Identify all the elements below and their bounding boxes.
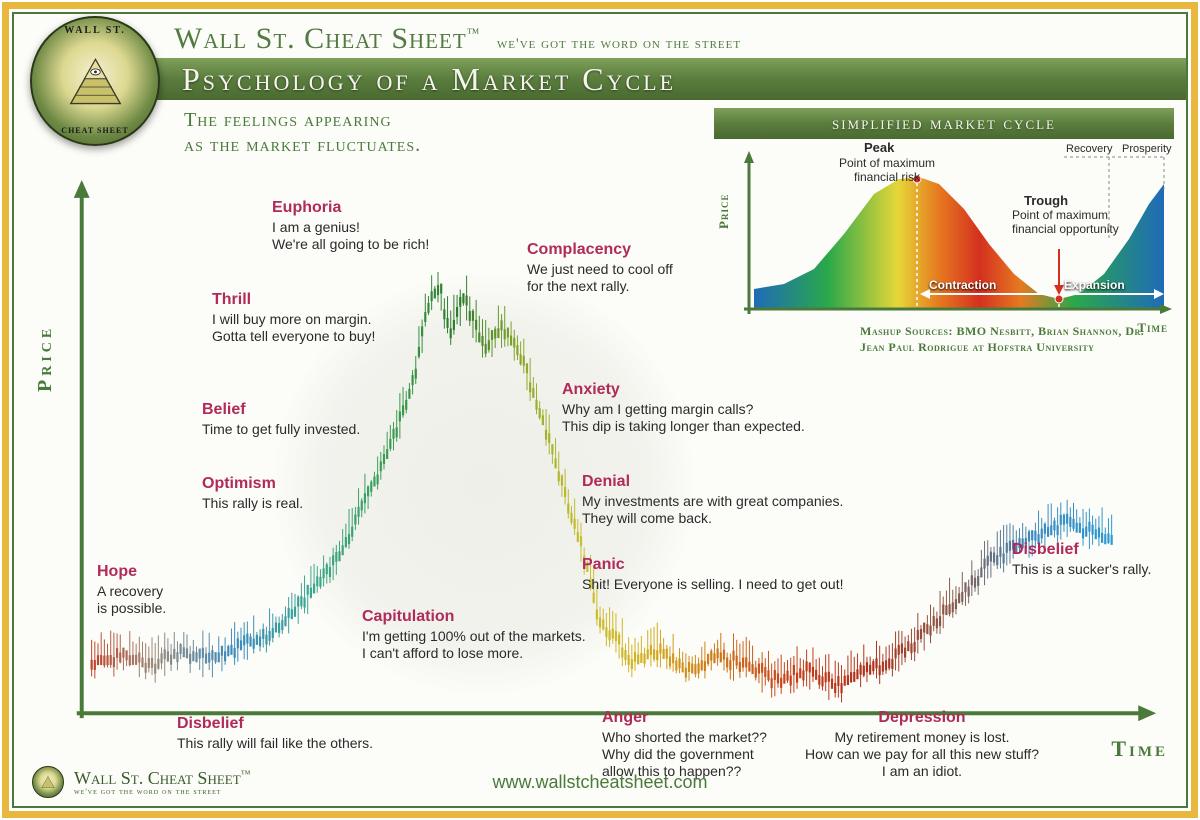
subtitle-line2: as the market fluctuates.	[184, 134, 421, 156]
pyramid-eye-icon	[68, 54, 123, 109]
brand-name: Wall St. Cheat Sheet	[174, 22, 467, 55]
inner-border: WALL ST. CHEAT SHEET Wall St. Cheat Shee…	[12, 12, 1188, 808]
stage-name: Capitulation	[362, 607, 586, 626]
stage-optimism: Optimism This rally is real.	[202, 474, 303, 512]
stage-name: Anxiety	[562, 380, 805, 399]
prosperity-label: Prosperity	[1122, 143, 1172, 156]
stage-text: This is a sucker's rally.	[1012, 561, 1151, 577]
stage-capitulation: Capitulation I'm getting 100% out of the …	[362, 607, 586, 662]
main-chart-area: Price Time DisbeliefThis rally will fail…	[42, 162, 1174, 758]
footer-url: www.wallstcheatsheet.com	[32, 772, 1168, 793]
stage-name: Euphoria	[272, 198, 429, 217]
stage-belief: Belief Time to get fully invested.	[202, 400, 360, 438]
stage-name: Disbelief	[177, 714, 373, 733]
stage-text: My investments are with great companies.…	[582, 493, 843, 526]
main-title: Psychology of a Market Cycle	[182, 61, 676, 97]
stage-text: Time to get fully invested.	[202, 421, 360, 437]
brand-tagline: we've got the word on the street	[497, 36, 741, 52]
stage-text: I am a genius! We're all going to be ric…	[272, 219, 429, 252]
logo-bottom-text: CHEAT SHEET	[32, 126, 158, 135]
stage-euphoria: Euphoria I am a genius! We're all going t…	[272, 198, 429, 253]
stage-name: Belief	[202, 400, 360, 419]
brand-title-line: Wall St. Cheat Sheet™ we've got the word…	[174, 22, 1176, 56]
stage-panic: Panic Shit! Everyone is selling. I need t…	[582, 555, 844, 593]
stage-text: A recovery is possible.	[97, 583, 166, 616]
stage-complacency: Complacency We just need to cool off for …	[527, 240, 673, 295]
stage-text: This rally will fail like the others.	[177, 735, 373, 751]
stage-name: Hope	[97, 562, 166, 581]
stage-text: This rally is real.	[202, 495, 303, 511]
stage-name: Optimism	[202, 474, 303, 493]
stage-text: We just need to cool off for the next ra…	[527, 261, 673, 294]
stage-denial: Denial My investments are with great comp…	[582, 472, 843, 527]
peak-label: Peak	[864, 141, 894, 156]
stage-text: Shit! Everyone is selling. I need to get…	[582, 576, 844, 592]
main-title-bar: Psychology of a Market Cycle	[142, 58, 1186, 100]
trademark: ™	[467, 25, 481, 40]
stage-name: Anger	[602, 708, 767, 727]
stage-anxiety: Anxiety Why am I getting margin calls? Th…	[562, 380, 805, 435]
stage-text: I'm getting 100% out of the markets. I c…	[362, 628, 586, 661]
simplified-cycle-title: simplified market cycle	[714, 108, 1174, 139]
subtitle-line1: The feelings appearing	[184, 109, 392, 131]
stage-hope: Hope A recovery is possible.	[97, 562, 166, 617]
time-axis-label: Time	[1111, 736, 1168, 762]
stage-name: Disbelief	[1012, 540, 1151, 559]
price-axis-label: Price	[34, 325, 57, 392]
stage-name: Panic	[582, 555, 844, 574]
logo-top-text: WALL ST.	[32, 25, 158, 36]
stage-disbelief: Disbelief This is a sucker's rally.	[1012, 540, 1151, 578]
subtitle: The feelings appearing as the market flu…	[184, 108, 421, 158]
stage-disbelief: Disbelief This rally will fail like the o…	[177, 714, 373, 752]
stage-name: Thrill	[212, 290, 375, 309]
stage-name: Denial	[582, 472, 843, 491]
stage-name: Depression	[772, 708, 1072, 727]
stage-text: Why am I getting margin calls? This dip …	[562, 401, 805, 434]
logo-seal: WALL ST. CHEAT SHEET	[30, 16, 160, 146]
stage-text: I will buy more on margin. Gotta tell ev…	[212, 311, 375, 344]
stage-name: Complacency	[527, 240, 673, 259]
recovery-label: Recovery	[1066, 143, 1112, 156]
stage-thrill: Thrill I will buy more on margin. Gotta t…	[212, 290, 375, 345]
footer: Wall St. Cheat Sheet™ we've got the word…	[32, 764, 1168, 800]
